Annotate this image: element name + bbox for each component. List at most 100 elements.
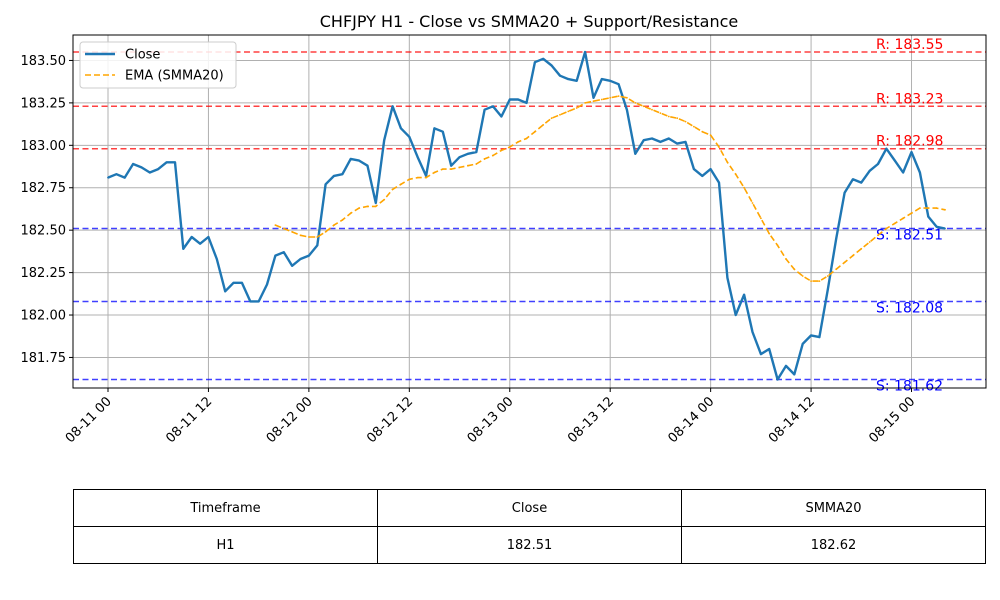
x-tick-label: 08-14 00 <box>666 394 718 446</box>
close-data-point <box>341 173 344 176</box>
close-data-point <box>877 163 879 165</box>
close-data-point <box>902 171 904 174</box>
smma-data-point <box>467 164 469 167</box>
smma-data-point <box>374 205 377 208</box>
close-data-point <box>684 141 687 143</box>
smma-data-point <box>801 275 804 277</box>
close-data-point <box>207 236 210 238</box>
table-cell: H1 <box>73 526 378 564</box>
close-data-point <box>299 258 302 260</box>
table-header-cell: SMMA20 <box>681 489 986 527</box>
close-data-point <box>374 202 377 204</box>
close-data-point <box>818 336 821 338</box>
support-label: S: 181.62 <box>876 379 943 395</box>
smma-data-point <box>751 202 754 204</box>
close-data-point <box>709 168 712 171</box>
close-data-point <box>835 237 838 240</box>
close-data-point <box>600 78 603 80</box>
close-data-point <box>416 156 419 159</box>
close-data-point <box>760 353 762 355</box>
smma-data-point <box>333 224 335 227</box>
smma-data-point <box>383 198 386 201</box>
table-cell: 182.51 <box>377 526 682 564</box>
close-data-point <box>575 79 578 82</box>
smma-data-point <box>408 178 411 181</box>
smma-data-point <box>400 183 402 186</box>
close-data-point <box>241 281 243 284</box>
smma-data-point <box>517 141 519 143</box>
legend-label: Close <box>125 48 160 63</box>
close-data-point <box>584 51 586 53</box>
smma-data-point <box>316 236 319 238</box>
table-header-cell: Timeframe <box>73 489 378 527</box>
close-data-point <box>534 61 536 64</box>
close-data-point <box>215 258 218 260</box>
smma-data-point <box>843 261 846 264</box>
close-data-point <box>860 181 863 184</box>
smma-data-point <box>734 173 737 176</box>
close-data-point <box>810 334 812 337</box>
close-data-point <box>282 251 285 254</box>
support-resistance-levels: R: 183.55 R: 183.23 R: 182.98 S: 182.51 S: 1… <box>73 37 986 395</box>
smma-data-point <box>508 146 511 148</box>
legend-box <box>79 41 237 89</box>
close-data-point <box>609 79 612 82</box>
chart-title: CHFJPY H1 - Close vs SMMA20 + Support/Re… <box>320 12 739 31</box>
y-tick-label: 182.75 <box>21 181 67 196</box>
smma-data-point <box>768 232 771 235</box>
close-data-point <box>140 166 143 169</box>
close-data-point <box>693 168 695 171</box>
smma-data-point <box>676 117 679 120</box>
close-data-point <box>852 178 854 181</box>
smma-data-point <box>919 207 921 210</box>
close-data-point <box>508 98 511 101</box>
smma-data-point <box>609 96 612 99</box>
resistance-label: R: 183.55 <box>876 37 943 53</box>
smma-data-point <box>910 212 913 215</box>
smma-data-point <box>684 120 687 123</box>
close-data-point <box>559 74 561 77</box>
grid <box>73 35 986 388</box>
smma-data-point <box>299 234 302 237</box>
smma-data-point <box>458 166 461 169</box>
close-data-point <box>910 151 913 154</box>
close-data-point <box>793 373 796 376</box>
smma-data-point <box>944 208 946 211</box>
close-data-point <box>475 151 478 154</box>
smma-data-point <box>642 105 645 108</box>
y-tick-label: 183.50 <box>21 54 67 69</box>
close-data-point <box>324 183 327 186</box>
plot-frame <box>72 34 987 389</box>
smma-data-point <box>693 125 695 128</box>
smma-data-point <box>667 115 670 118</box>
smma-data-point <box>282 227 285 230</box>
smma-data-point <box>877 234 879 237</box>
close-data-point <box>433 127 436 130</box>
smma-data-point <box>718 146 720 148</box>
close-data-point <box>257 300 260 303</box>
close-data-point <box>249 300 252 303</box>
close-data-point <box>592 96 595 99</box>
close-data-point <box>441 130 444 133</box>
table-row: H1 182.51 182.62 <box>73 526 986 564</box>
close-data-point <box>123 176 126 179</box>
smma-data-point <box>450 168 453 171</box>
close-data-point <box>567 78 570 80</box>
smma-data-point <box>483 158 486 160</box>
close-data-point <box>927 215 930 218</box>
smma-data-point <box>416 176 419 179</box>
table-cell: 182.62 <box>681 526 986 564</box>
smma-data-point <box>441 168 444 171</box>
x-tick-label: 08-15 00 <box>866 394 918 446</box>
table-header-row: Timeframe Close SMMA20 <box>73 489 986 527</box>
close-data-point <box>349 158 352 160</box>
close-data-point <box>492 105 494 108</box>
smma-data-point <box>701 130 704 133</box>
close-data-point <box>801 343 804 345</box>
y-tick-label: 183.00 <box>21 139 67 154</box>
smma-data-point <box>902 217 904 220</box>
close-data-point <box>701 175 704 177</box>
smma-data-point <box>709 134 712 137</box>
smma-data-point <box>860 247 863 250</box>
smma-data-point <box>525 137 528 140</box>
